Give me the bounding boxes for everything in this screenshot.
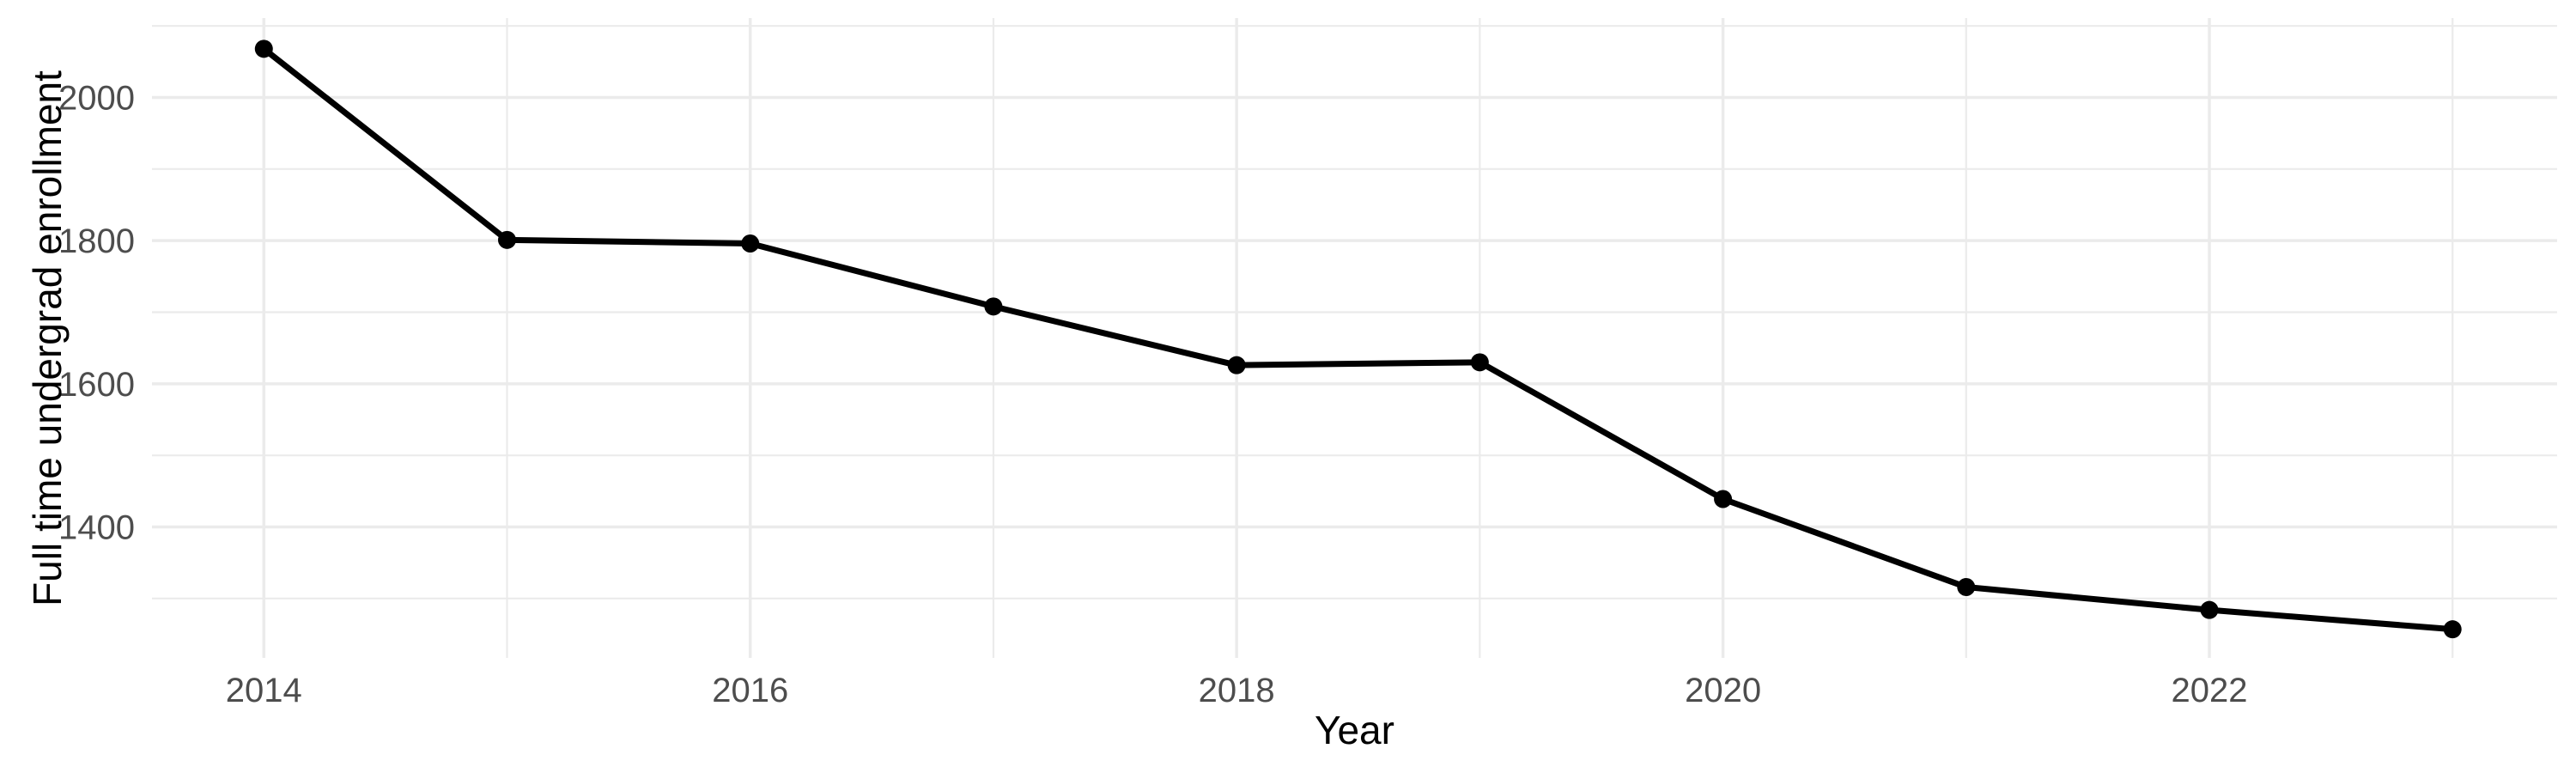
y-tick-label: 1800 — [58, 222, 135, 260]
data-line-group — [262, 46, 2453, 633]
data-point — [1714, 490, 1733, 508]
data-point — [2443, 620, 2462, 639]
enrollment-trend-line — [262, 46, 2453, 633]
data-point — [984, 297, 1003, 316]
data-point — [254, 40, 273, 58]
major-gridlines — [152, 18, 2557, 658]
data-point — [497, 230, 516, 249]
x-tick-label: 2018 — [1199, 672, 1275, 709]
y-axis-tick-labels: 1400 1600 1800 2000 — [58, 80, 135, 547]
data-point — [1957, 578, 1976, 596]
x-axis-title: Year — [1315, 708, 1394, 752]
y-tick-label: 1400 — [58, 509, 135, 547]
y-axis-title: Full time undergrad enrollment — [25, 70, 70, 606]
data-point — [1227, 356, 1246, 374]
y-tick-label: 1600 — [58, 366, 135, 404]
x-tick-label: 2014 — [226, 672, 302, 709]
data-points-group — [254, 40, 2462, 639]
data-point — [1470, 353, 1489, 372]
x-tick-label: 2022 — [2172, 672, 2248, 709]
minor-gridlines — [152, 18, 2557, 658]
y-tick-label: 2000 — [58, 80, 135, 118]
data-point — [2200, 600, 2219, 619]
x-tick-label: 2020 — [1685, 672, 1761, 709]
x-axis-tick-labels: 2014 2016 2018 2020 2022 — [226, 672, 2248, 709]
data-point — [741, 234, 760, 253]
x-tick-label: 2016 — [712, 672, 788, 709]
